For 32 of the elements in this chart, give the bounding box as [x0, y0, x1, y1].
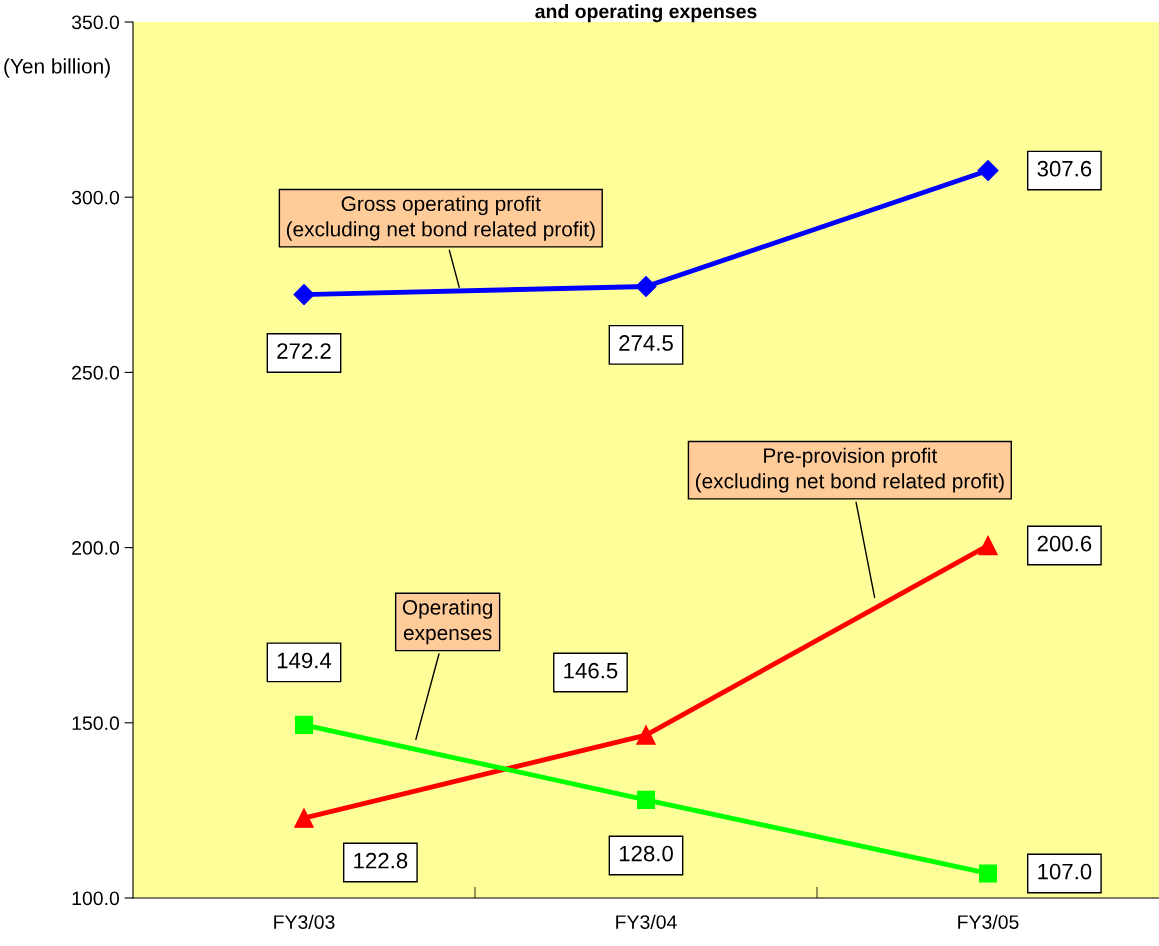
point: [978, 535, 998, 556]
y-tick-label: 100.0: [72, 891, 120, 906]
data-label: 149.4: [277, 652, 332, 669]
y-axis-title: (Yen billion): [4, 58, 110, 78]
x-tick-label: FY3/05: [958, 914, 1019, 929]
point: [977, 160, 999, 182]
x-tick-label: FY3/03: [274, 914, 335, 929]
chart-title: and operating expenses: [535, 4, 757, 23]
point: [635, 276, 657, 298]
text: Operating expenses: [402, 599, 493, 645]
data-label: 122.8: [354, 852, 408, 869]
data-label: 107.0: [1038, 863, 1092, 880]
x-tick-label: FY3/04: [616, 914, 677, 929]
y-tick-label: 150.0: [72, 716, 120, 731]
data-label: 146.5: [564, 662, 618, 679]
point: [294, 715, 314, 734]
data-label: 200.6: [1037, 535, 1092, 552]
text: Gross operating profit (excluding net bond related profit): [286, 195, 595, 241]
data-label: 307.6: [1037, 160, 1092, 177]
point: [293, 284, 315, 306]
data-label: 274.5: [619, 335, 673, 351]
y-tick-label: 300.0: [71, 190, 120, 205]
y-tick-label: 200.0: [72, 541, 120, 555]
text: Pre-provision profit (excluding net bond related profit): [695, 447, 1004, 493]
y-tick-label: 350.0: [71, 15, 120, 30]
point: [636, 725, 656, 745]
y-tick-label: 250.0: [72, 365, 120, 380]
point: [294, 808, 314, 828]
data-label: 272.2: [277, 343, 331, 359]
data-label: 128.0: [619, 845, 673, 862]
point: [978, 864, 998, 883]
point: [636, 790, 656, 809]
